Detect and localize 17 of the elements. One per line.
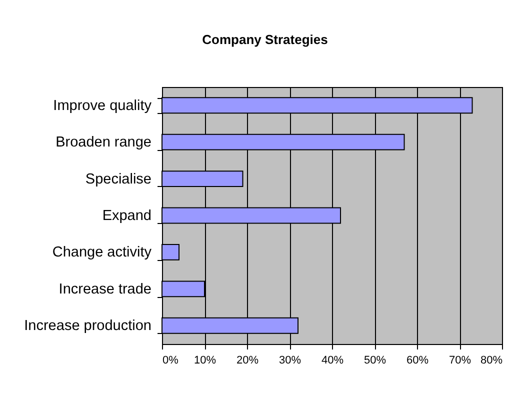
x-tick-label: 20% (236, 354, 259, 366)
y-tick-label: Expand (102, 208, 152, 224)
y-tick-label: Increase trade (58, 281, 152, 298)
y-tick-label: Specialise (85, 171, 152, 188)
x-tick-label: 50% (364, 354, 386, 366)
x-tick-label: 0% (162, 354, 179, 366)
x-tick-label: 40% (321, 354, 344, 366)
y-tick-label: Improve quality (53, 98, 152, 114)
chart-title: Company Strategies (202, 32, 328, 47)
y-tick-label: Increase production (24, 318, 152, 334)
x-tick-label: 30% (278, 354, 302, 366)
y-tick-label: Broaden range (56, 134, 152, 151)
x-tick-label: 10% (194, 354, 216, 366)
y-tick-label: Change activity (52, 244, 152, 261)
x-tick-label: 80% (480, 354, 503, 366)
x-tick-label: 70% (448, 354, 472, 366)
x-tick-label: 60% (406, 354, 429, 366)
